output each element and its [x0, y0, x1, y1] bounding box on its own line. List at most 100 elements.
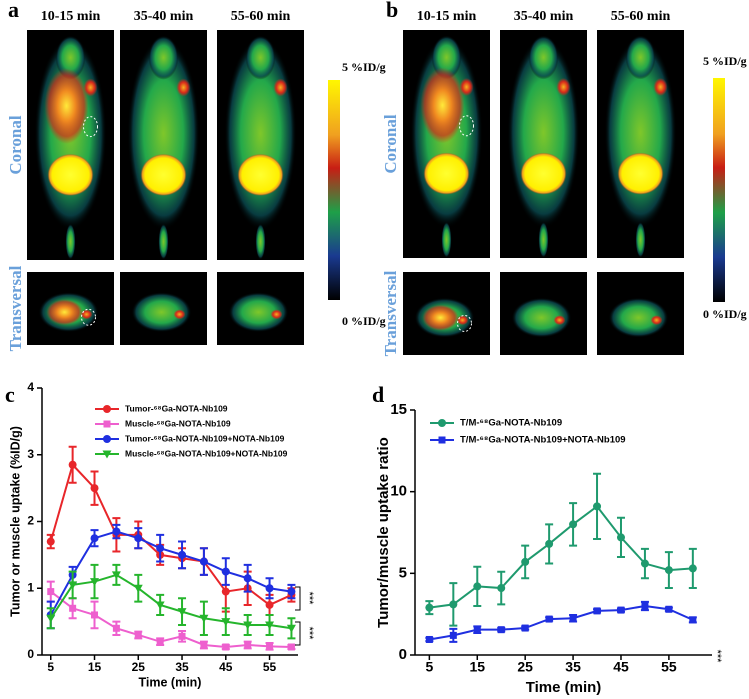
significance: ***: [303, 627, 315, 641]
data-point: [449, 631, 457, 639]
data-point: [593, 607, 601, 615]
data-point: [425, 635, 433, 643]
x-tick-label: 25: [517, 659, 533, 675]
pet-head: [148, 35, 179, 80]
pet-spot: [459, 78, 474, 96]
legend-label: Tumor-⁶⁸Ga-NOTA-Nb109: [125, 403, 228, 413]
data-point: [497, 584, 506, 593]
x-axis-label: Time (min): [526, 679, 602, 696]
x-tick-label: 35: [565, 659, 581, 675]
data-point: [617, 606, 625, 614]
pet-tail: [158, 223, 169, 260]
data-point: [90, 484, 99, 493]
data-point: [473, 582, 482, 591]
series-line: [49, 462, 292, 607]
roi-circle: [459, 115, 474, 137]
data-point: [689, 616, 697, 624]
y-tick-label: 2: [27, 514, 34, 528]
data-point: [112, 527, 121, 536]
pet-bladder: [423, 152, 470, 195]
pet-hot: [46, 299, 83, 326]
pet-slice: [511, 297, 572, 338]
pet-spot: [650, 315, 663, 326]
significance: ***: [303, 592, 315, 606]
data-point: [665, 605, 673, 613]
y-axis-label: Tumor/muscle uptake ratio: [375, 437, 392, 628]
scale-max: 5 %ID/g: [342, 60, 386, 74]
pet-bladder: [140, 153, 187, 196]
time-label: 35-40 min: [514, 9, 574, 24]
y-axis-label: Tumor or muscle uptake (%ID/g): [8, 426, 22, 617]
pet-spot: [556, 78, 571, 96]
color-scale: [713, 78, 725, 302]
pet-bladder: [237, 153, 284, 196]
pet-spot: [456, 315, 469, 326]
pet-spot: [553, 315, 566, 326]
pet-tail: [65, 223, 76, 260]
data-point: [155, 601, 165, 610]
data-point: [688, 564, 697, 573]
data-point: [199, 614, 209, 623]
legend-marker: [103, 435, 111, 443]
bracket: [295, 621, 301, 646]
data-point: [640, 559, 649, 568]
pet-bladder: [47, 153, 94, 196]
data-point: [46, 614, 56, 623]
series-line: [50, 590, 292, 648]
data-point: [521, 557, 530, 566]
panel-letter: a: [8, 0, 19, 22]
row-label: Transversal: [6, 265, 25, 351]
pet-tail: [255, 223, 266, 260]
data-point: [243, 574, 252, 583]
data-point: [47, 588, 55, 596]
x-tick-label: 5: [425, 659, 433, 675]
pet-head: [245, 35, 276, 80]
data-point: [664, 566, 673, 575]
data-point: [265, 600, 274, 609]
data-point: [521, 624, 529, 632]
legend-marker: [102, 450, 112, 459]
legend-label: Muscle-⁶⁸Ga-NOTA-Nb109: [125, 418, 231, 428]
data-point: [473, 626, 481, 634]
series-line: [49, 573, 292, 630]
color-scale: [328, 80, 340, 300]
significance: ***: [711, 650, 723, 664]
legend-marker: [103, 420, 111, 428]
data-point: [222, 643, 230, 651]
time-label: 10-15 min: [41, 9, 101, 24]
pet-spot: [176, 78, 191, 97]
row-label: Coronal: [6, 115, 25, 174]
panel-letter: c: [5, 382, 15, 407]
pet-tail: [635, 221, 646, 258]
pet-hot: [422, 304, 459, 331]
time-label: 55-60 min: [231, 9, 291, 24]
pet-spot: [653, 78, 668, 96]
data-point: [90, 578, 100, 587]
data-point: [46, 537, 55, 546]
data-point: [265, 621, 275, 630]
data-point: [641, 602, 649, 610]
y-tick-label: 4: [27, 380, 34, 394]
data-point: [265, 584, 274, 593]
pet-head: [625, 35, 656, 80]
x-tick-label: 15: [88, 660, 102, 674]
data-point: [221, 587, 230, 596]
x-tick-label: 45: [219, 660, 233, 674]
panel-letter: b: [386, 0, 398, 22]
data-point: [133, 584, 143, 593]
x-tick-label: 35: [175, 660, 189, 674]
x-tick-label: 55: [661, 659, 677, 675]
legend-marker: [438, 419, 446, 427]
data-point: [90, 534, 99, 543]
scale-min: 0 %ID/g: [342, 314, 386, 328]
time-label: 35-40 min: [134, 9, 194, 24]
roi-circle: [81, 308, 96, 326]
scale-max: 5 %ID/g: [703, 54, 747, 68]
legend-label: Tumor-⁶⁸Ga-NOTA-Nb109+NOTA-Nb109: [125, 433, 285, 443]
x-tick-label: 45: [613, 659, 629, 675]
pet-slice: [131, 292, 192, 333]
y-tick-label: 15: [390, 401, 407, 418]
bracket: [295, 586, 301, 611]
legend-label: T/M-⁶⁸Ga-NOTA-Nb109: [460, 418, 562, 429]
